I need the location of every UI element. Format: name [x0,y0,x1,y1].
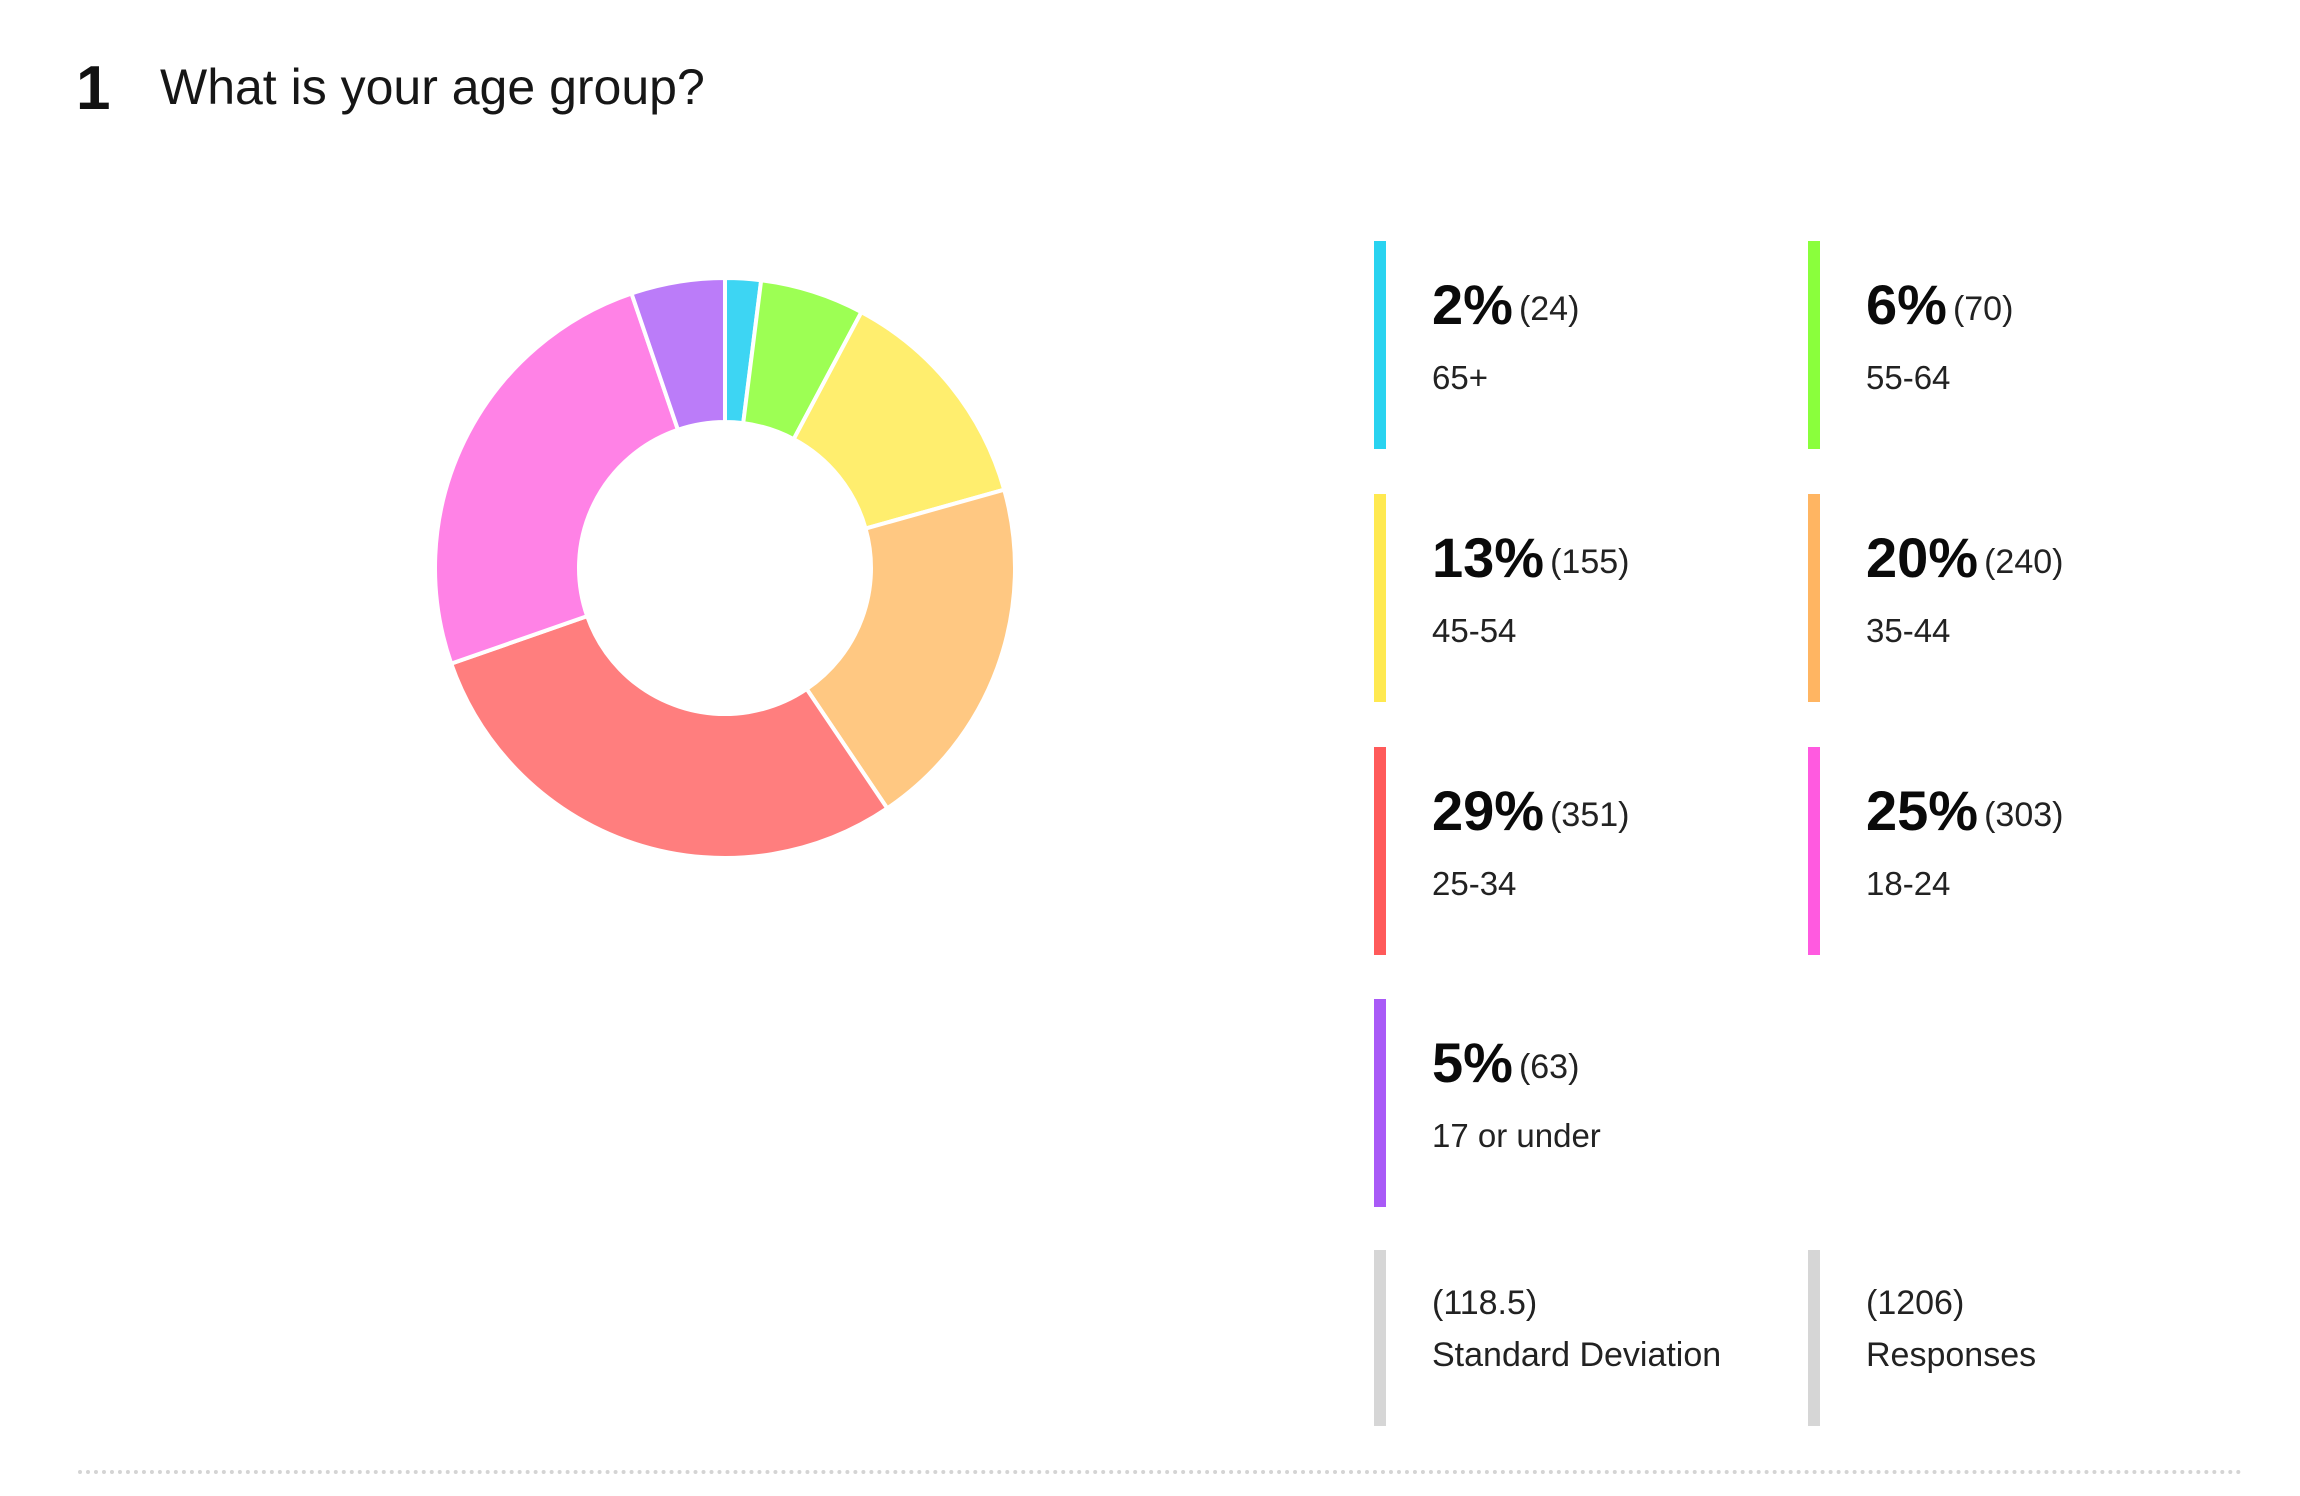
legend-item-25-34: 29% (351) 25-34 [1374,747,1794,955]
legend-item-45-54: 13% (155) 45-54 [1374,494,1794,702]
responses-value: (1206) [1866,1284,1965,1322]
legend-percent-value: 20% [1866,526,1979,589]
legend-item-65: 2% (24) 65+ [1374,241,1794,449]
legend-color-bar [1808,241,1820,449]
legend-item-35-44: 20% (240) 35-44 [1808,494,2228,702]
legend-color-bar [1374,999,1386,1207]
legend-color-bar [1374,494,1386,702]
legend-percent-value: 25% [1866,779,1979,842]
responses-bar [1808,1250,1820,1426]
donut-slice-18-24 [433,291,680,666]
legend-count: (303) [1984,796,2064,834]
legend-count: (63) [1518,1048,1580,1086]
legend-percent: 29% (351) [1432,783,1629,839]
legend-item-55-64: 6% (70) 55-64 [1808,241,2228,449]
legend-count: (351) [1550,796,1630,834]
legend-percent: 6% (70) [1866,277,2013,333]
legend-category-label: 18-24 [1866,865,1951,902]
legend-item-17-or-under: 5% (63) 17 or under [1374,999,1794,1207]
donut-slice-35-44 [804,487,1017,811]
legend-count: (155) [1550,543,1630,581]
legend-percent: 20% (240) [1866,530,2063,586]
legend-category-label: 35-44 [1866,612,1951,649]
legend-category-label: 65+ [1432,359,1488,396]
legend-count: (24) [1518,290,1580,328]
legend-item-18-24: 25% (303) 18-24 [1808,747,2228,955]
legend-percent-value: 13% [1432,526,1545,589]
legend-category-label: 25-34 [1432,865,1517,902]
responses-stat: (1206) Responses [1808,1250,2228,1426]
donut-slice-25-34 [449,614,890,860]
legend-color-bar [1808,494,1820,702]
legend-percent: 13% (155) [1432,530,1629,586]
legend-percent-value: 6% [1866,273,1947,336]
donut-slice-45-54 [791,310,1007,531]
section-divider [78,1470,2243,1474]
legend-category-label: 45-54 [1432,612,1517,649]
legend-count: (70) [1952,290,2014,328]
legend-color-bar [1808,747,1820,955]
legend-percent-value: 2% [1432,273,1513,336]
legend-category-label: 17 or under [1432,1117,1601,1154]
question-number: 1 [76,54,111,123]
std-dev-label: Standard Deviation [1432,1336,1722,1374]
legend-percent: 25% (303) [1866,783,2063,839]
legend-count: (240) [1984,543,2064,581]
legend-category-label: 55-64 [1866,359,1951,396]
question-title: What is your age group? [160,59,705,115]
legend-percent-value: 5% [1432,1031,1513,1094]
legend-percent-value: 29% [1432,779,1545,842]
std-dev-bar [1374,1250,1386,1426]
legend-color-bar [1374,241,1386,449]
std-dev-value: (118.5) [1432,1284,1538,1322]
responses-label: Responses [1866,1336,2037,1374]
std-dev-stat: (118.5) Standard Deviation [1374,1250,1794,1426]
legend-percent: 2% (24) [1432,277,1579,333]
legend-color-bar [1374,747,1386,955]
donut-slice-17-or-under [629,276,727,432]
legend-percent: 5% (63) [1432,1035,1579,1091]
